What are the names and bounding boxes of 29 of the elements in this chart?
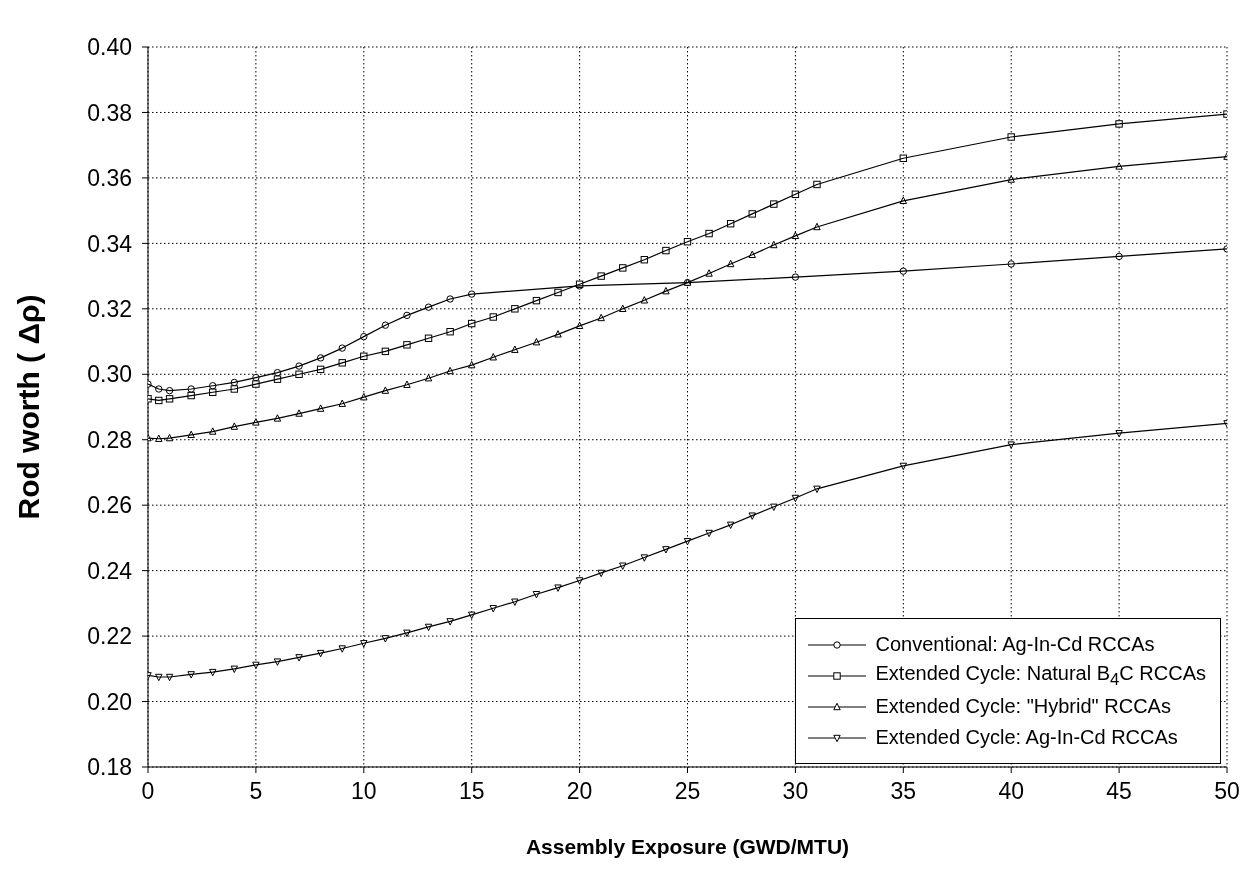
x-tick-label: 25 (674, 778, 701, 805)
x-tick-label: 45 (1106, 778, 1132, 805)
y-tick-label: 0.26 (87, 492, 132, 519)
x-tick-label: 10 (351, 778, 377, 805)
y-tick-label: 0.36 (87, 165, 132, 192)
x-axis-title: Assembly Exposure (GWD/MTU) (525, 835, 850, 858)
y-tick-label: 0.28 (87, 426, 132, 453)
y-tick-label: 0.30 (87, 361, 132, 388)
y-axis-title: Rod worth ( Δρ) (11, 294, 45, 520)
legend-label: Extended Cycle: Ag-In-Cd RCCAs (875, 726, 1178, 749)
legend-label: Extended Cycle: "Hybrid" RCCAs (875, 695, 1171, 718)
y-tick-label: 0.38 (87, 99, 132, 126)
x-tick-label: 30 (782, 778, 809, 805)
y-tick-label: 0.22 (87, 623, 132, 650)
x-tick-label: 50 (1214, 778, 1240, 805)
y-tick-label: 0.20 (87, 688, 132, 715)
x-tick-label: 40 (998, 778, 1024, 805)
x-tick-label: 5 (249, 778, 263, 805)
y-tick-label: 0.34 (87, 230, 133, 257)
legend-label: Extended Cycle: Natural B$_{4}$C RCCAs (875, 661, 1206, 690)
x-tick-label: 20 (566, 778, 593, 805)
y-tick-label: 0.24 (87, 557, 133, 584)
y-tick-label: 0.40 (87, 34, 132, 61)
y-tick-label: 0.32 (87, 295, 132, 322)
legend-label: Conventional: Ag-In-Cd RCCAs (875, 633, 1155, 656)
x-tick-label: 35 (890, 778, 917, 805)
x-tick-label: 0 (141, 778, 155, 805)
y-tick-label: 0.18 (87, 754, 132, 781)
x-tick-label: 15 (458, 778, 485, 805)
